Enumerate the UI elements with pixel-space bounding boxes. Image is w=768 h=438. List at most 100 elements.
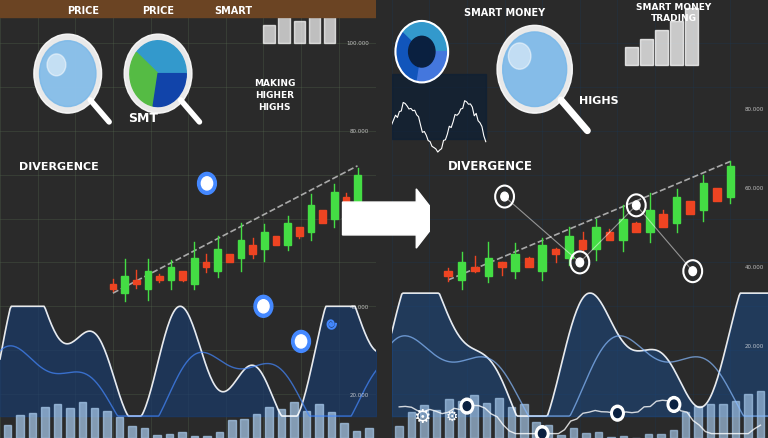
Bar [133, 280, 140, 285]
Bar [190, 436, 198, 438]
Bar [293, 22, 305, 44]
Bar [558, 435, 565, 438]
Circle shape [611, 405, 624, 421]
Text: PRICE: PRICE [67, 6, 99, 16]
Bar [471, 267, 479, 272]
Bar [470, 395, 478, 438]
Bar [340, 424, 348, 438]
Bar [110, 285, 116, 289]
Wedge shape [130, 53, 158, 107]
Bar [141, 428, 148, 438]
Circle shape [614, 409, 621, 417]
Circle shape [197, 173, 217, 195]
Wedge shape [396, 33, 422, 83]
Bar [166, 434, 174, 438]
Bar [91, 408, 98, 438]
Text: 40.000: 40.000 [745, 265, 764, 270]
Text: ⚙: ⚙ [445, 409, 458, 423]
Bar [144, 272, 151, 289]
Text: SMART: SMART [214, 6, 253, 16]
Text: 40.000: 40.000 [349, 304, 369, 309]
Bar [331, 193, 338, 219]
Text: 80.000: 80.000 [745, 107, 764, 112]
Bar [538, 245, 546, 272]
Bar [756, 392, 764, 438]
Text: MAKING
HIGHER
HIGHS: MAKING HIGHER HIGHS [254, 79, 296, 111]
Bar [0, 0, 376, 18]
Circle shape [292, 331, 310, 353]
Bar [392, 74, 485, 140]
Circle shape [258, 300, 269, 313]
Bar [253, 414, 260, 438]
Text: 20.000: 20.000 [349, 392, 369, 397]
Bar [250, 245, 256, 254]
Bar [646, 210, 654, 232]
Bar [482, 403, 490, 438]
Circle shape [538, 429, 546, 438]
Bar [485, 258, 492, 276]
Bar [578, 241, 587, 250]
Bar [707, 405, 714, 438]
Bar [607, 437, 614, 438]
Circle shape [201, 177, 213, 191]
Bar [203, 263, 210, 267]
Bar [508, 407, 515, 438]
Circle shape [670, 400, 677, 409]
Bar [263, 26, 275, 44]
Bar [328, 412, 335, 438]
Text: HIGHS: HIGHS [579, 96, 618, 106]
Bar [178, 431, 186, 438]
Bar [4, 425, 12, 438]
Bar [520, 405, 528, 438]
Bar [261, 232, 268, 250]
Text: 20.000: 20.000 [745, 343, 764, 349]
Bar [532, 422, 540, 438]
Bar [54, 405, 61, 438]
Bar [511, 254, 519, 272]
Circle shape [501, 193, 508, 201]
Bar [290, 402, 298, 438]
Circle shape [39, 42, 96, 107]
Bar [303, 411, 310, 438]
Bar [620, 436, 627, 438]
Bar [216, 432, 223, 438]
Bar [444, 272, 452, 276]
Bar [619, 219, 627, 241]
Circle shape [460, 398, 474, 414]
Bar [625, 48, 638, 66]
Bar [156, 276, 163, 280]
Bar [66, 408, 74, 438]
Bar [226, 254, 233, 263]
Circle shape [689, 267, 697, 276]
Bar [433, 410, 440, 438]
Text: DIVERGENCE: DIVERGENCE [18, 162, 98, 171]
Bar [279, 18, 290, 44]
Bar [727, 166, 734, 197]
Bar [659, 215, 667, 228]
Bar [592, 228, 600, 250]
Bar [154, 435, 161, 438]
Circle shape [535, 426, 549, 438]
Circle shape [508, 44, 531, 70]
Bar [16, 415, 24, 438]
Bar [214, 250, 221, 272]
Circle shape [409, 37, 435, 68]
Bar [670, 22, 684, 66]
Bar [570, 428, 578, 438]
Bar [396, 426, 403, 438]
Bar [686, 201, 694, 215]
Bar [732, 401, 740, 438]
Bar [284, 223, 291, 245]
Text: 60.000: 60.000 [745, 186, 764, 191]
Bar [228, 420, 236, 438]
Bar [203, 435, 210, 438]
Bar [273, 237, 280, 245]
Text: PRICE: PRICE [142, 6, 174, 16]
Wedge shape [417, 53, 448, 83]
Bar [670, 430, 677, 438]
Bar [582, 432, 590, 438]
Bar [565, 237, 573, 258]
Bar [458, 263, 465, 280]
Bar [408, 412, 415, 438]
Bar [240, 419, 248, 438]
